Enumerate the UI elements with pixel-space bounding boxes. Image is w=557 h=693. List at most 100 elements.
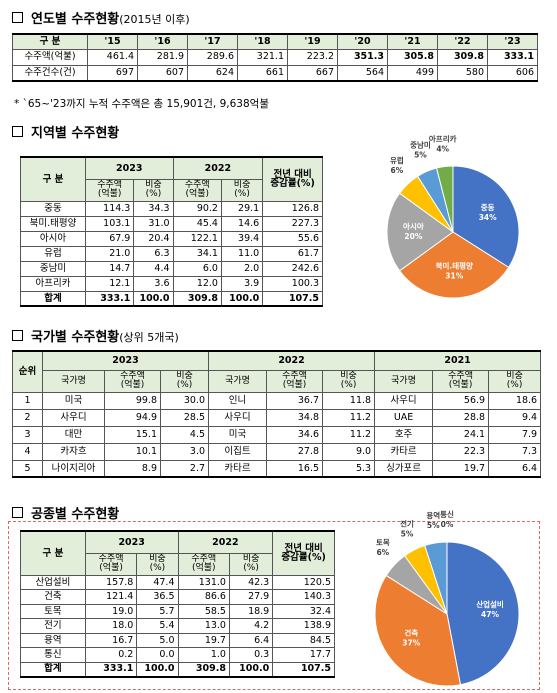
cell: 309.8 [172,290,222,307]
cell: 8.9 [104,459,161,478]
title-text: 지역별 수주현황 [31,126,120,141]
row: 중동 114.3 34.3 90.2 29.1 126.8 [20,200,323,217]
cell: 42.3 [228,574,274,590]
row: 전기 18.0 5.4 13.0 4.2 138.9 [20,618,335,634]
row: 산업설비 157.8 47.4 131.0 42.3 120.5 [20,574,335,590]
header-cell: 전년 대비 증감률(%) [272,530,335,576]
row: 아시아 67.9 20.4 122.1 39.4 55.6 [20,230,323,247]
cell: 6.4 [488,459,542,478]
cell: 107.5 [262,290,323,307]
slice-value: 34% [479,213,497,222]
cell: 5.3 [322,459,376,478]
header-cell: '22 [437,33,488,50]
cell: 100.0 [220,290,264,307]
header-cell: 비중 (%) [228,552,274,576]
header-cell: 2022 [172,156,264,180]
slice-value: 4% [436,145,449,154]
header-cell: 비중 (%) [136,552,179,576]
slice-label: 전기 [400,519,414,529]
header-row: 수주액 (억불) 비중 (%) 수주액 (억불) 비중 (%) [21,178,323,202]
row: 2 사우디 94.9 28.5 사우디 34.8 11.2 UAE 28.8 9.4 [12,408,542,427]
header-row: 수주액 (억불) 비중 (%) 수주액 (억불) 비중 (%) [21,552,335,576]
slice-value: 0% [441,520,454,529]
cell: 333.1 [84,661,138,677]
slice-label: 아프리카 [429,134,457,144]
header-cell: 수주액 (억불) [177,552,230,576]
dashed-frame [8,521,540,690]
slice-value: 5% [427,521,440,530]
header-cell: '19 [287,33,338,50]
row: 아프리카 12.1 3.6 12.0 3.9 100.3 [20,275,323,292]
note: * `65~'23까지 누적 수주액은 총 15,901건, 9,638억불 [14,98,269,110]
header-cell: 수주액 (억불) [172,178,222,202]
header-cell: 2023 [84,530,179,554]
slice-value: 6% [376,548,389,557]
section-title: 연도별 수주현황(2015년 이후) [12,8,190,27]
row: 유럽 21.0 6.3 34.1 11.0 61.7 [20,245,323,262]
slice-value: 37% [402,638,420,647]
header-row: 구 분 '15'16'17'18'19'20'21'22'23 [12,33,538,50]
cell: 624 [187,64,238,82]
header-cell: 수주액 (억불) [266,369,324,393]
row: 3 대만 15.1 4.5 미국 34.6 11.2 호주 24.1 7.9 [12,425,542,444]
subtitle: (2015년 이후) [119,13,190,26]
region-table: 구 분 2023 2022 전년 대비 증감률(%) 수주액 (억불) 비중 (%) 수주액… [20,156,323,307]
header-cell: 비중 (%) [488,369,542,393]
work-table: 구 분 2023 2022 전년 대비 증감률(%) 수주액 (억불) 비중 (%) 수주액… [20,530,335,678]
header-cell: 구 분 [12,33,88,50]
header-cell: 2023 [41,350,210,371]
title-text: 연도별 수주현황 [31,12,120,27]
header-row: 구 분 2023 2022 전년 대비 증감률(%) [20,156,323,202]
slice-label: 유럽 [390,155,404,165]
title-text: 공종별 수주현황 [31,507,120,522]
header-cell: 국가명 [374,369,434,393]
slice-value: 47% [481,610,499,619]
header-cell: '21 [387,33,438,50]
cell: 0.2 [84,647,138,663]
cell: 309.8 [177,661,230,677]
subtitle: (상위 5개국) [119,331,179,344]
cell: 100.0 [228,661,274,677]
header-cell: 2021 [374,350,542,371]
slice-label: 용역 [426,510,440,520]
pie-slice [398,231,510,299]
cell: 499 [387,64,438,82]
row: 수주액(억불) 461.4 281.9 289.6 321.1 223.2 351.3 305… [12,48,538,66]
row: 4 카자흐 10.1 3.0 이집트 27.8 9.0 카타르 22.3 7.3 [12,442,542,461]
header-cell: 비중 (%) [322,369,376,393]
header-cell: 수주액 (억불) [104,369,161,393]
slice-label: 중남미 [410,140,431,150]
slice-label: 북미.태평양 [436,261,473,271]
row: 1 미국 99.8 30.0 인니 36.7 11.8 사우디 56.9 18.6 [12,391,542,410]
cell: 5 [12,459,43,478]
cell: 19.7 [432,459,490,478]
header-cell: 2022 [177,530,274,554]
country-table: 순위 2023 2022 2021 국가명 수주액 (억불) 비중 (%) 국가명 수주액 (억… [12,350,542,478]
yearly-table: 구 분 '15'16'17'18'19'20'21'22'23 수주액(억불) 461… [12,33,538,82]
header-cell: 순위 [12,350,43,393]
cell: 107.5 [272,661,335,677]
cell: 606 [487,64,538,82]
header-cell: '15 [87,33,138,50]
cell: 333.1 [84,290,135,307]
section-title: 국가별 수주현황(상위 5개국) [12,326,179,345]
slice-value: 31% [445,272,463,281]
cell: 100.0 [136,661,179,677]
header-cell: '23 [487,33,538,50]
section-title: 공종별 수주현황 [12,503,119,522]
header-cell: 수주액 (억불) [84,552,138,576]
header-cell: '18 [237,33,288,50]
slice-value: 20% [404,232,422,241]
slice-label: 토목 [376,538,390,547]
header-cell: 비중 (%) [220,178,264,202]
pie-slice [446,541,520,686]
slice-value: 6% [390,166,403,175]
slice-label: 산업설비 [476,599,504,609]
row: 북미.태평양 103.1 31.0 45.4 14.6 227.3 [20,215,323,232]
section-title: 지역별 수주현황 [12,122,119,141]
header-row: 국가명 수주액 (억불) 비중 (%) 국가명 수주액 (억불) 비중 (%) 국가명 수주액… [13,369,542,393]
title-text: 국가별 수주현황 [31,330,120,345]
pie-slice [386,192,454,272]
